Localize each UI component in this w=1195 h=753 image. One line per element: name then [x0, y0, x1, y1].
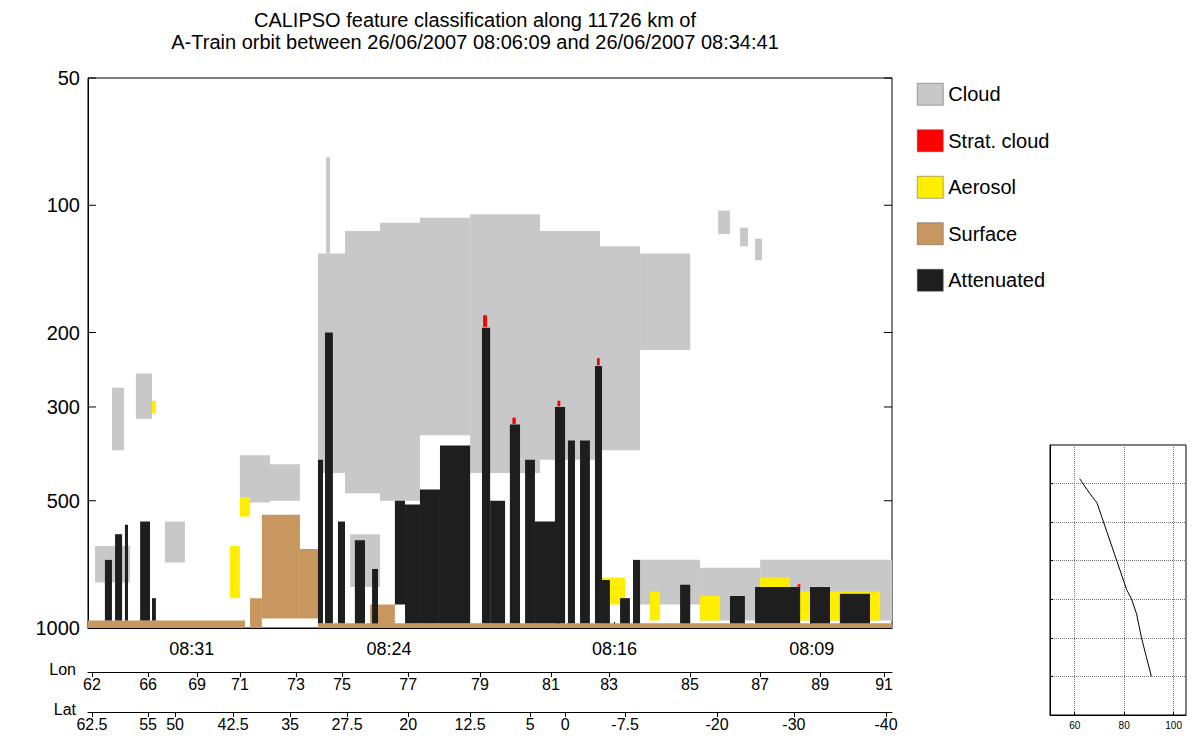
svg-text:100: 100	[47, 194, 80, 216]
svg-text:Attenuated: Attenuated	[948, 269, 1045, 291]
svg-text:CALIPSO feature classification: CALIPSO feature classification along 117…	[254, 9, 697, 31]
svg-text:Lat: Lat	[54, 701, 77, 718]
svg-text:500: 500	[47, 490, 80, 512]
svg-text:62: 62	[83, 676, 101, 693]
svg-text:50: 50	[166, 716, 184, 733]
svg-text:81: 81	[542, 676, 560, 693]
svg-text:71: 71	[231, 676, 249, 693]
svg-text:60: 60	[1069, 720, 1081, 731]
svg-text:300: 300	[47, 396, 80, 418]
svg-text:91: 91	[875, 676, 893, 693]
svg-text:20: 20	[399, 716, 417, 733]
svg-text:83: 83	[600, 676, 618, 693]
svg-text:200: 200	[47, 322, 80, 344]
svg-text:-40: -40	[875, 716, 898, 733]
svg-text:35: 35	[281, 716, 299, 733]
svg-text:08:09: 08:09	[789, 639, 834, 659]
svg-text:-20: -20	[705, 716, 728, 733]
svg-text:66: 66	[139, 676, 157, 693]
svg-text:87: 87	[751, 676, 769, 693]
svg-text:08:16: 08:16	[592, 639, 637, 659]
svg-text:08:31: 08:31	[169, 639, 214, 659]
svg-text:42.5: 42.5	[218, 716, 249, 733]
svg-text:12.5: 12.5	[455, 716, 486, 733]
svg-text:73: 73	[287, 676, 305, 693]
svg-text:89: 89	[811, 676, 829, 693]
svg-text:55: 55	[139, 716, 157, 733]
svg-text:80: 80	[1119, 720, 1131, 731]
svg-text:Aerosol: Aerosol	[948, 176, 1016, 198]
svg-text:85: 85	[681, 676, 699, 693]
svg-text:62.5: 62.5	[76, 716, 107, 733]
svg-text:79: 79	[471, 676, 489, 693]
svg-text:Cloud: Cloud	[948, 83, 1000, 105]
svg-text:77: 77	[399, 676, 417, 693]
svg-text:Lon: Lon	[49, 661, 76, 678]
svg-text:100: 100	[1165, 720, 1182, 731]
svg-text:50: 50	[58, 67, 80, 89]
svg-text:0: 0	[561, 716, 570, 733]
svg-text:-7.5: -7.5	[611, 716, 639, 733]
svg-text:Surface: Surface	[948, 223, 1017, 245]
svg-text:27.5: 27.5	[331, 716, 362, 733]
svg-text:75: 75	[333, 676, 351, 693]
svg-text:Strat. cloud: Strat. cloud	[948, 130, 1049, 152]
svg-text:69: 69	[188, 676, 206, 693]
svg-text:08:24: 08:24	[366, 639, 411, 659]
svg-text:A-Train orbit between 26/06/20: A-Train orbit between 26/06/2007 08:06:0…	[171, 31, 779, 53]
svg-text:-30: -30	[782, 716, 805, 733]
svg-text:5: 5	[526, 716, 535, 733]
svg-text:1000: 1000	[36, 617, 81, 639]
